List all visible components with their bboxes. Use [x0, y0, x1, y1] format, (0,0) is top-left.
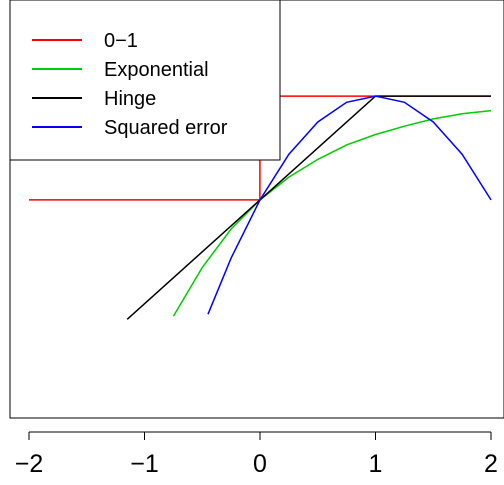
legend-label-squared-error: Squared error	[104, 117, 228, 139]
series-line-squared-error	[207, 95, 492, 315]
x-tick-label: 1	[369, 450, 383, 478]
legend-label-hinge: Hinge	[104, 88, 156, 110]
x-tick-label: −2	[15, 450, 44, 478]
series-line-exponential	[172, 109, 492, 317]
series-line-hinge	[126, 95, 491, 320]
x-axis: −2 −1 0 1 2	[15, 431, 498, 478]
x-tick-label: 0	[253, 450, 267, 478]
plot-frame	[9, 0, 504, 419]
x-tick-label: −1	[130, 450, 159, 478]
legend-label-zero-one: 0−1	[104, 30, 138, 52]
x-tick-label: 2	[484, 450, 498, 478]
legend-label-exponential: Exponential	[104, 59, 209, 81]
legend-box	[9, 0, 281, 161]
legend: 0−1 Exponential Hinge Squared error	[9, 0, 281, 161]
